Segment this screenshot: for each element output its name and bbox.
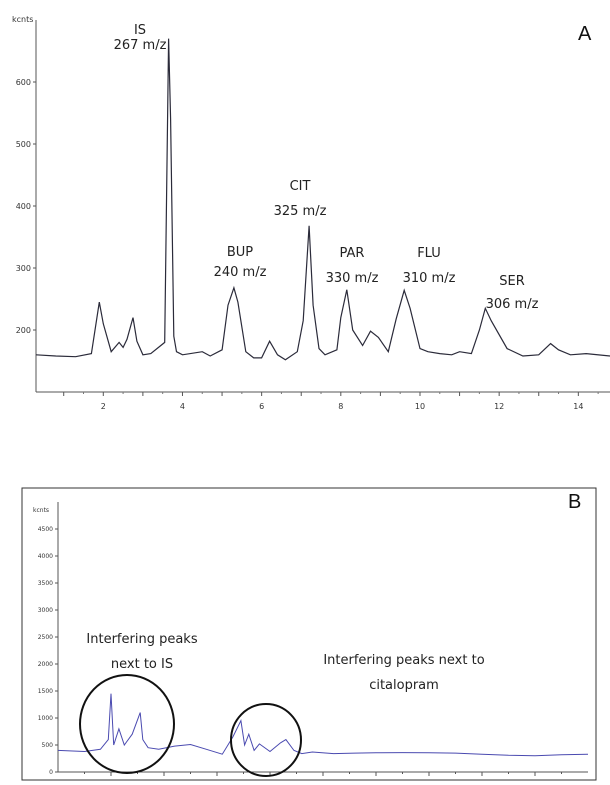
panel-a-label: A [578, 23, 592, 45]
panel-b-y-tick-label: 1500 [38, 688, 53, 695]
panel-a-y-unit-label: kcnts [12, 15, 33, 24]
panel-b-frame [21, 487, 597, 781]
panel-b-y-tick-label: 2500 [38, 634, 53, 641]
interference-annotation-line2: next to IS [111, 657, 173, 672]
panel-b-y-tick-label: 2000 [38, 661, 53, 668]
panel-b-y-tick-label: 3000 [38, 607, 53, 614]
panel-a-x-tick-label: 8 [338, 402, 343, 411]
peak-label-mz: 325 m/z [274, 204, 327, 219]
interference-annotation-line2: citalopram [369, 678, 439, 693]
peak-label-name: SER [499, 274, 525, 289]
panel-b-y-tick-label: 1000 [38, 715, 53, 722]
panel-b-label: B [568, 491, 581, 513]
peak-label-mz: 330 m/z [326, 271, 379, 286]
peak-label-name: BUP [227, 245, 253, 260]
panel-a-x-tick-label: 14 [573, 402, 583, 411]
panel-a-y-tick-label: 200 [16, 326, 31, 335]
peak-label-name: PAR [340, 246, 365, 261]
panel-a-x-tick-label: 6 [259, 402, 264, 411]
panel-a-series-line [35, 38, 610, 361]
panel-a-y-tick-label: 500 [16, 140, 31, 149]
peak-label-name: IS [134, 23, 146, 38]
chart-panel-b: kcnts B 0 500 1000 1500 2000 2500 3000 3500 4000… [21, 487, 597, 781]
panel-b-y-tick-label: 3500 [38, 580, 53, 587]
panel-b-y-tick-label: 500 [42, 742, 54, 749]
peak-label-mz: 306 m/z [486, 297, 539, 312]
interference-annotation-line1: Interfering peaks [86, 632, 197, 647]
panel-b-y-tick-label: 4000 [38, 553, 53, 560]
panel-a-x-tick-label: 10 [415, 402, 425, 411]
panel-a-y-tick-label: 400 [16, 202, 31, 211]
panel-a-x-tick-label: 12 [494, 402, 504, 411]
interfering-peaks-circle-is [79, 674, 175, 774]
peak-label-mz: 267 m/z [114, 38, 167, 53]
peak-label-name: CIT [290, 179, 311, 194]
panel-a-x-tick-label: 4 [180, 402, 185, 411]
panel-b-y-unit-label: kcnts [33, 507, 49, 514]
peak-label-mz: 240 m/z [214, 265, 267, 280]
chart-panel-a: kcnts A 200 300 400 500 600 2 4 6 8 10 12 14 IS267… [12, 15, 610, 411]
panel-b-y-tick-label: 0 [49, 769, 53, 776]
panel-a-y-tick-label: 300 [16, 264, 31, 273]
interfering-peaks-circle-citalopram [230, 703, 302, 777]
panel-b-y-tick-label: 4500 [38, 526, 53, 533]
peak-label-name: FLU [417, 246, 441, 261]
panel-b-series-line [57, 693, 589, 757]
panel-a-x-tick-label: 2 [101, 402, 106, 411]
panel-a-y-tick-label: 600 [16, 78, 31, 87]
interference-annotation-line1: Interfering peaks next to [323, 653, 484, 668]
peak-label-mz: 310 m/z [403, 271, 456, 286]
